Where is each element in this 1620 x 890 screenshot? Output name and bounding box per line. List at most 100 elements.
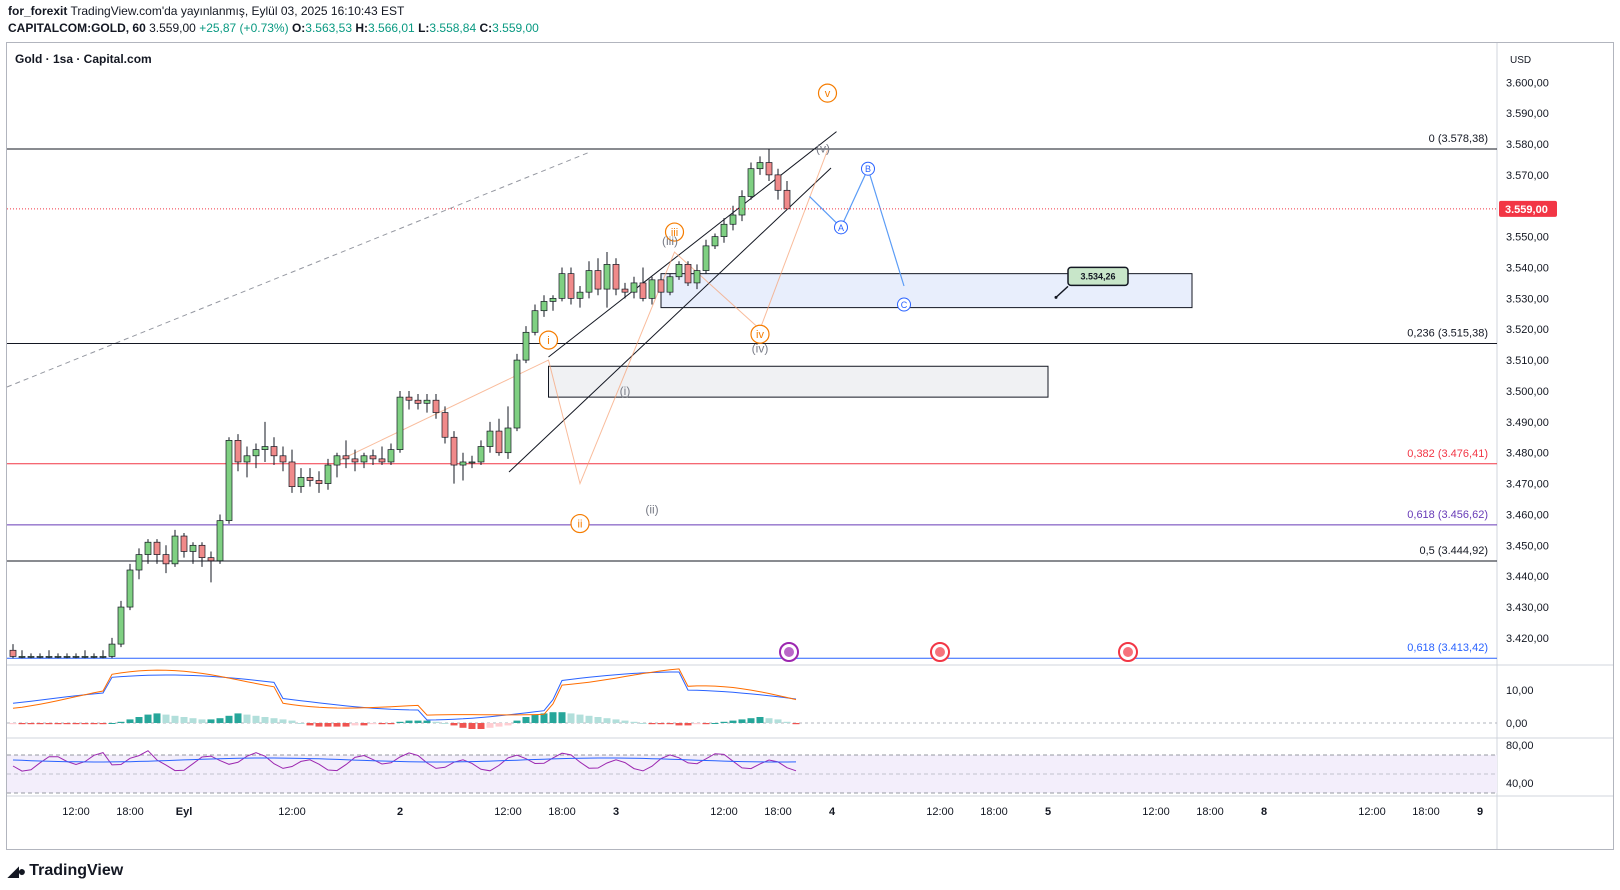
indicator1-histogram-bar <box>18 723 26 725</box>
indicator1-histogram-bar <box>45 723 53 725</box>
wave-label-blue: C <box>901 300 908 310</box>
candle-body <box>504 427 512 454</box>
channel-lower-line <box>508 167 832 473</box>
time-tick-label: 3 <box>613 806 619 818</box>
indicator1-histogram-bar <box>603 718 611 723</box>
low-value: 3.558,84 <box>429 21 477 35</box>
indicator1-histogram-bar <box>630 721 638 723</box>
candle-body <box>459 461 467 466</box>
candle-body <box>594 270 602 290</box>
indicator1-histogram-bar <box>765 718 773 723</box>
tradingview-logo[interactable]: ◢● TradingView <box>8 862 123 880</box>
indicator1-histogram-bar <box>27 723 35 725</box>
indicator1-histogram-bar <box>243 714 251 723</box>
indicator1-histogram-bar <box>108 723 116 724</box>
candle-body <box>657 279 665 293</box>
indicator1-histogram-bar <box>423 720 431 723</box>
close-value: 3.559,00 <box>492 21 539 35</box>
candle-body <box>396 396 404 450</box>
wave-label-gray: (i) <box>620 384 631 398</box>
indicator1-histogram-bar <box>396 721 404 723</box>
indicator1-histogram-bar <box>36 723 44 725</box>
price-tick-label: 3.500,00 <box>1506 386 1549 398</box>
candle-body <box>621 288 629 293</box>
chart-frame[interactable] <box>6 42 1614 850</box>
candle-body <box>666 276 674 293</box>
candle-body <box>441 412 449 438</box>
last-price-tag-label: 3.559,00 <box>1505 204 1548 216</box>
indicator1-histogram-bar <box>747 718 755 723</box>
candle-body <box>18 656 26 658</box>
candle-body <box>288 461 296 488</box>
candle-body <box>378 458 386 463</box>
indicator1-histogram-bar <box>738 719 746 723</box>
candle-body <box>693 270 701 284</box>
candle-body <box>387 449 395 463</box>
indicator1-histogram-bar <box>594 717 602 723</box>
candle-body <box>684 264 692 284</box>
indicator1-histogram-bar <box>117 721 125 723</box>
fib-level-label: 0,5 (3.444,92) <box>1420 545 1489 557</box>
candle-body <box>45 656 53 658</box>
indicator1-histogram-bar <box>495 723 503 727</box>
candle-body <box>9 649 17 657</box>
indicator1-histogram-bar <box>468 723 476 729</box>
candle-body <box>558 273 566 299</box>
indicator1-histogram-bar <box>450 723 458 726</box>
candle-body <box>549 298 557 302</box>
price-tick-label: 3.550,00 <box>1506 232 1549 244</box>
indicator1-histogram-bar <box>657 723 665 725</box>
indicator1-histogram-bar <box>378 723 386 725</box>
indicator1-histogram-bar <box>666 723 674 725</box>
open-label: O: <box>291 21 306 35</box>
candle-body <box>153 541 161 555</box>
candle-body <box>252 449 260 457</box>
time-tick-label: 8 <box>1261 806 1267 818</box>
candle-body <box>72 656 80 658</box>
indicator1-macd-line <box>12 671 797 721</box>
candle-body <box>783 189 791 210</box>
indicator1-histogram-bar <box>522 717 530 723</box>
economic-event-icon-core <box>784 647 794 657</box>
indicator1-histogram-bar <box>585 715 593 723</box>
candle-body <box>765 162 773 176</box>
time-tick-label: 18:00 <box>1196 806 1224 818</box>
indicator1-histogram-bar <box>531 714 539 723</box>
wave-label-orange: iv <box>756 329 764 341</box>
candle-body <box>171 535 179 565</box>
candle-body <box>63 656 71 658</box>
indicator1-histogram-bar <box>513 720 521 723</box>
price-tick-label: 3.420,00 <box>1506 633 1549 645</box>
fib-level-label: 0,618 (3.413,42) <box>1407 642 1488 654</box>
indicator1-histogram-bar <box>459 723 467 728</box>
indicator1-histogram-bar <box>360 723 368 726</box>
wave-label-blue-circle <box>897 297 911 312</box>
candle-body <box>216 520 224 562</box>
candle-body <box>423 399 431 404</box>
time-tick-label: 12:00 <box>926 806 954 818</box>
indicator2-ma-line <box>12 757 797 763</box>
author-name[interactable]: for_forexit <box>8 4 68 18</box>
indicator1-histogram-bar <box>783 721 791 723</box>
projection-path <box>809 167 905 287</box>
price-tick-label: 3.520,00 <box>1506 324 1549 336</box>
currency-label: USD <box>1510 55 1531 66</box>
price-tick-label: 3.580,00 <box>1506 139 1549 151</box>
wave-label-blue: A <box>838 223 844 233</box>
candle-body <box>369 455 377 460</box>
wave-label-orange: ii <box>578 519 583 531</box>
indicator1-signal-line <box>12 668 797 716</box>
indicator1-histogram-bar <box>675 723 683 726</box>
wave-label-gray: (ii) <box>645 503 658 517</box>
indicator1-histogram-bar <box>711 723 719 724</box>
price-tick-label: 3.460,00 <box>1506 509 1549 521</box>
indicator1-histogram-bar <box>207 719 215 723</box>
candle-body <box>243 455 251 463</box>
time-tick-label: 2 <box>397 806 403 818</box>
candle-body <box>54 656 62 658</box>
indicator1-histogram-bar <box>261 717 269 723</box>
tradingview-logo-icon: ◢● <box>8 862 26 879</box>
indicator2-tick-label: 40,00 <box>1506 778 1534 790</box>
candle-body <box>675 264 683 278</box>
